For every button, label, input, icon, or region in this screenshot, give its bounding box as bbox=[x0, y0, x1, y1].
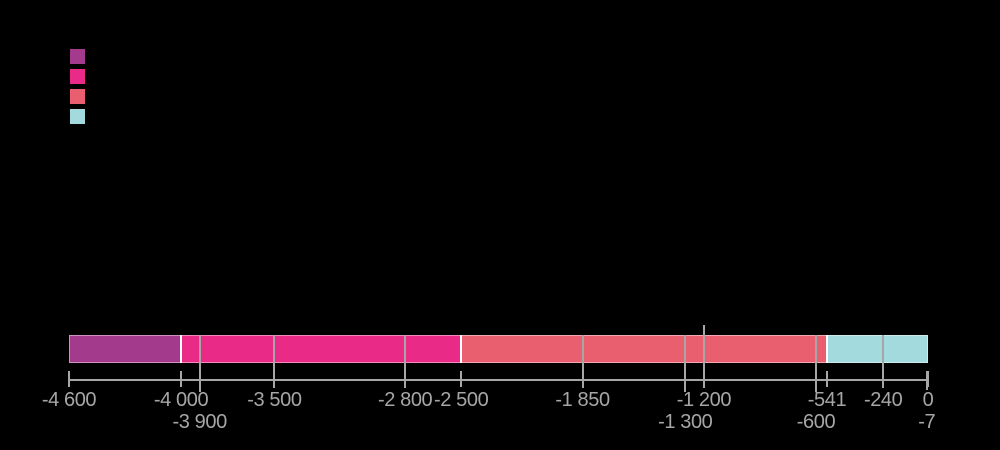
axis-baseline bbox=[69, 379, 929, 381]
tick-label--4600: -4 600 bbox=[41, 389, 97, 411]
tick-label--3900: -3 900 bbox=[172, 411, 228, 433]
segment-boundary--4000 bbox=[180, 335, 183, 363]
legend-swatch-series-3 bbox=[70, 89, 85, 104]
tick-line--600 bbox=[814, 335, 817, 392]
tick-line--2500 bbox=[460, 371, 463, 387]
tick-label--4000: -4 000 bbox=[153, 389, 209, 411]
bar-segment-3 bbox=[461, 335, 827, 363]
tick-label--1200: -1 200 bbox=[676, 389, 732, 411]
legend-swatch-series-4 bbox=[70, 109, 85, 124]
tick-line--1850 bbox=[581, 335, 584, 388]
tick-line--1300 bbox=[684, 335, 687, 392]
tick-line-0 bbox=[927, 371, 929, 387]
tick-label-0: 0 bbox=[922, 389, 934, 411]
legend-swatch-series-1 bbox=[70, 49, 85, 64]
tick-label--7: -7 bbox=[918, 411, 936, 433]
bar-segment-2 bbox=[181, 335, 462, 363]
tick-line--1200 bbox=[702, 325, 705, 388]
tick-label--1300: -1 300 bbox=[658, 411, 713, 433]
tick-line--3500 bbox=[273, 335, 276, 388]
tick-label--2500: -2 500 bbox=[433, 389, 489, 411]
tick-line--3900 bbox=[198, 335, 201, 392]
tick-line--4600 bbox=[68, 371, 70, 387]
segment-boundary--2500 bbox=[460, 335, 463, 363]
tick-line--7 bbox=[925, 371, 928, 390]
tick-label--3500: -3 500 bbox=[247, 389, 302, 411]
segment-boundary--541 bbox=[825, 335, 828, 363]
tick-label--2800: -2 800 bbox=[377, 389, 433, 411]
tick-line--4000 bbox=[180, 371, 183, 387]
tick-label--240: -240 bbox=[863, 389, 903, 411]
tick-label--600: -600 bbox=[796, 411, 836, 433]
legend-swatch-series-2 bbox=[70, 69, 85, 84]
tick-line--541 bbox=[825, 371, 828, 387]
tick-line--240 bbox=[882, 335, 885, 388]
bar-segment-1 bbox=[69, 335, 182, 363]
tick-line--2800 bbox=[404, 335, 407, 388]
bar-segment-4 bbox=[826, 335, 928, 363]
tick-label--1850: -1 850 bbox=[555, 389, 610, 411]
tick-label--541: -541 bbox=[807, 389, 847, 411]
